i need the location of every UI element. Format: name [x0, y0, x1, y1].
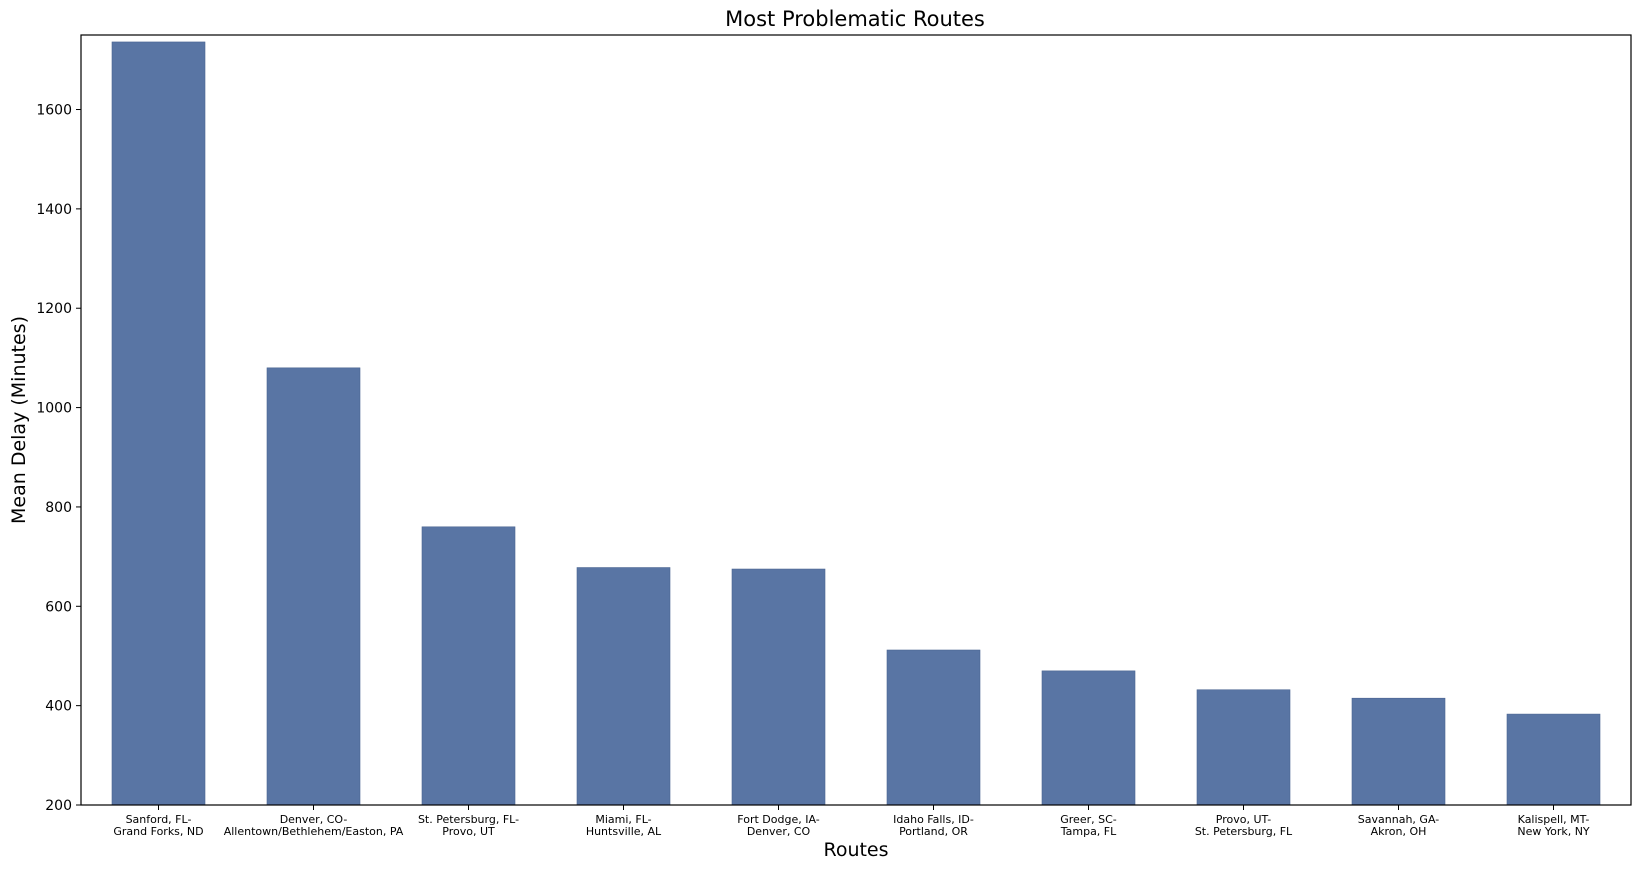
x-tick-label: Denver, CO-Allentown/Bethlehem/Easton, P… [224, 813, 404, 838]
bars-group [111, 41, 1601, 806]
y-tick-label: 1200 [36, 301, 72, 317]
y-tick-label: 800 [45, 500, 72, 516]
x-tick-label-line: Idaho Falls, ID- [893, 813, 974, 826]
x-tick-label-line: Tampa, FL [1060, 825, 1117, 838]
bar-3 [421, 526, 516, 806]
x-tick-label-line: Provo, UT [442, 825, 495, 838]
x-tick-label: Kalispell, MT-New York, NY [1517, 813, 1590, 838]
x-tick-label: Provo, UT-St. Petersburg, FL [1195, 813, 1293, 838]
x-tick-label-line: Akron, OH [1371, 825, 1427, 838]
x-tick-label-line: Denver, CO [747, 825, 811, 838]
bar-6 [886, 649, 981, 806]
x-tick-label-line: Greer, SC- [1060, 813, 1117, 826]
x-tick-label-line: Miami, FL- [595, 813, 651, 826]
x-tick-label: Savannah, GA-Akron, OH [1358, 813, 1439, 838]
bar-10 [1506, 713, 1601, 806]
y-tick-label: 400 [45, 699, 72, 715]
x-axis-ticks: Sanford, FL-Grand Forks, ND Denver, CO-Al… [113, 805, 1590, 838]
bar-5 [731, 568, 826, 806]
x-tick-label-line: Savannah, GA- [1358, 813, 1439, 826]
x-tick-label-line: Huntsville, AL [586, 825, 662, 838]
bar-8 [1196, 689, 1291, 806]
x-tick-label-line: Kalispell, MT- [1518, 813, 1590, 826]
x-tick-label: Miami, FL-Huntsville, AL [586, 813, 662, 838]
x-tick-label-line: St. Petersburg, FL [1195, 825, 1293, 838]
x-tick-label: Greer, SC-Tampa, FL [1060, 813, 1117, 838]
y-axis-ticks: 200 400 600 800 1000 1200 1400 1600 [36, 103, 81, 814]
x-tick-label-line: Allentown/Bethlehem/Easton, PA [224, 825, 404, 838]
x-tick-label-line: New York, NY [1517, 825, 1590, 838]
x-tick-label-line: Provo, UT- [1216, 813, 1271, 826]
bar-4 [576, 567, 671, 806]
x-tick-label-line: St. Petersburg, FL- [418, 813, 519, 826]
x-tick-label: Fort Dodge, IA-Denver, CO [737, 813, 819, 838]
x-tick-label: St. Petersburg, FL-Provo, UT [418, 813, 519, 838]
bar-9 [1351, 697, 1446, 806]
bar-7 [1041, 670, 1136, 806]
y-tick-label: 1600 [36, 103, 72, 119]
y-axis-title: Mean Delay (Minutes) [8, 316, 30, 524]
y-tick-label: 1000 [36, 401, 72, 417]
y-tick-label: 1400 [36, 202, 72, 218]
x-tick-label-line: Portland, OR [899, 825, 968, 838]
bar-2 [266, 367, 361, 806]
x-tick-label-line: Fort Dodge, IA- [737, 813, 819, 826]
x-tick-label: Idaho Falls, ID-Portland, OR [893, 813, 974, 838]
x-tick-label-line: Denver, CO- [280, 813, 348, 826]
x-tick-label-line: Sanford, FL- [126, 813, 192, 826]
x-axis-title: Routes [823, 839, 888, 861]
x-tick-label-line: Grand Forks, ND [113, 825, 203, 838]
chart-title: Most Problematic Routes [725, 7, 985, 31]
y-tick-label: 200 [45, 798, 72, 814]
x-tick-label: Sanford, FL-Grand Forks, ND [113, 813, 203, 838]
y-tick-label: 600 [45, 599, 72, 615]
bar-1 [111, 41, 206, 806]
plot-frame [80, 34, 1632, 806]
